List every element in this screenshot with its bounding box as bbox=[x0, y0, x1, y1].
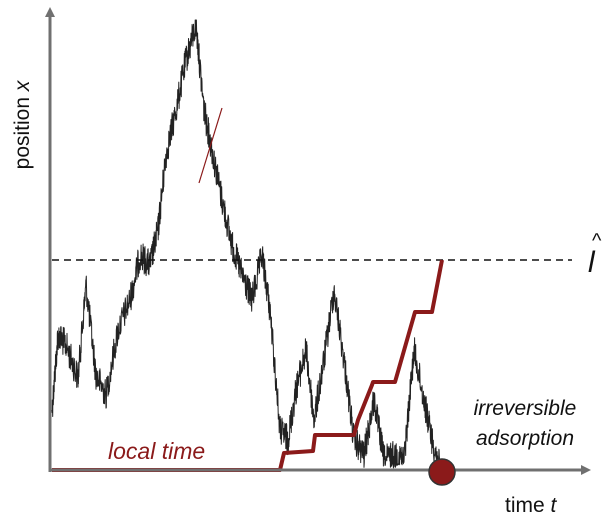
adsorption-marker bbox=[428, 458, 456, 486]
local-time-label: local time bbox=[108, 438, 205, 464]
threshold-symbol: l bbox=[588, 246, 596, 279]
brownian-trajectory bbox=[51, 19, 441, 469]
threshold-hat: ^ bbox=[592, 230, 602, 252]
red-tangent-mark bbox=[198, 107, 223, 184]
local-time-curve bbox=[52, 259, 444, 472]
x-axis-label: time t bbox=[505, 494, 558, 517]
adsorption-label-line1: irreversible bbox=[474, 397, 577, 420]
y-axis-label: position x bbox=[11, 79, 34, 169]
adsorption-label-line2: adsorption bbox=[476, 427, 574, 450]
